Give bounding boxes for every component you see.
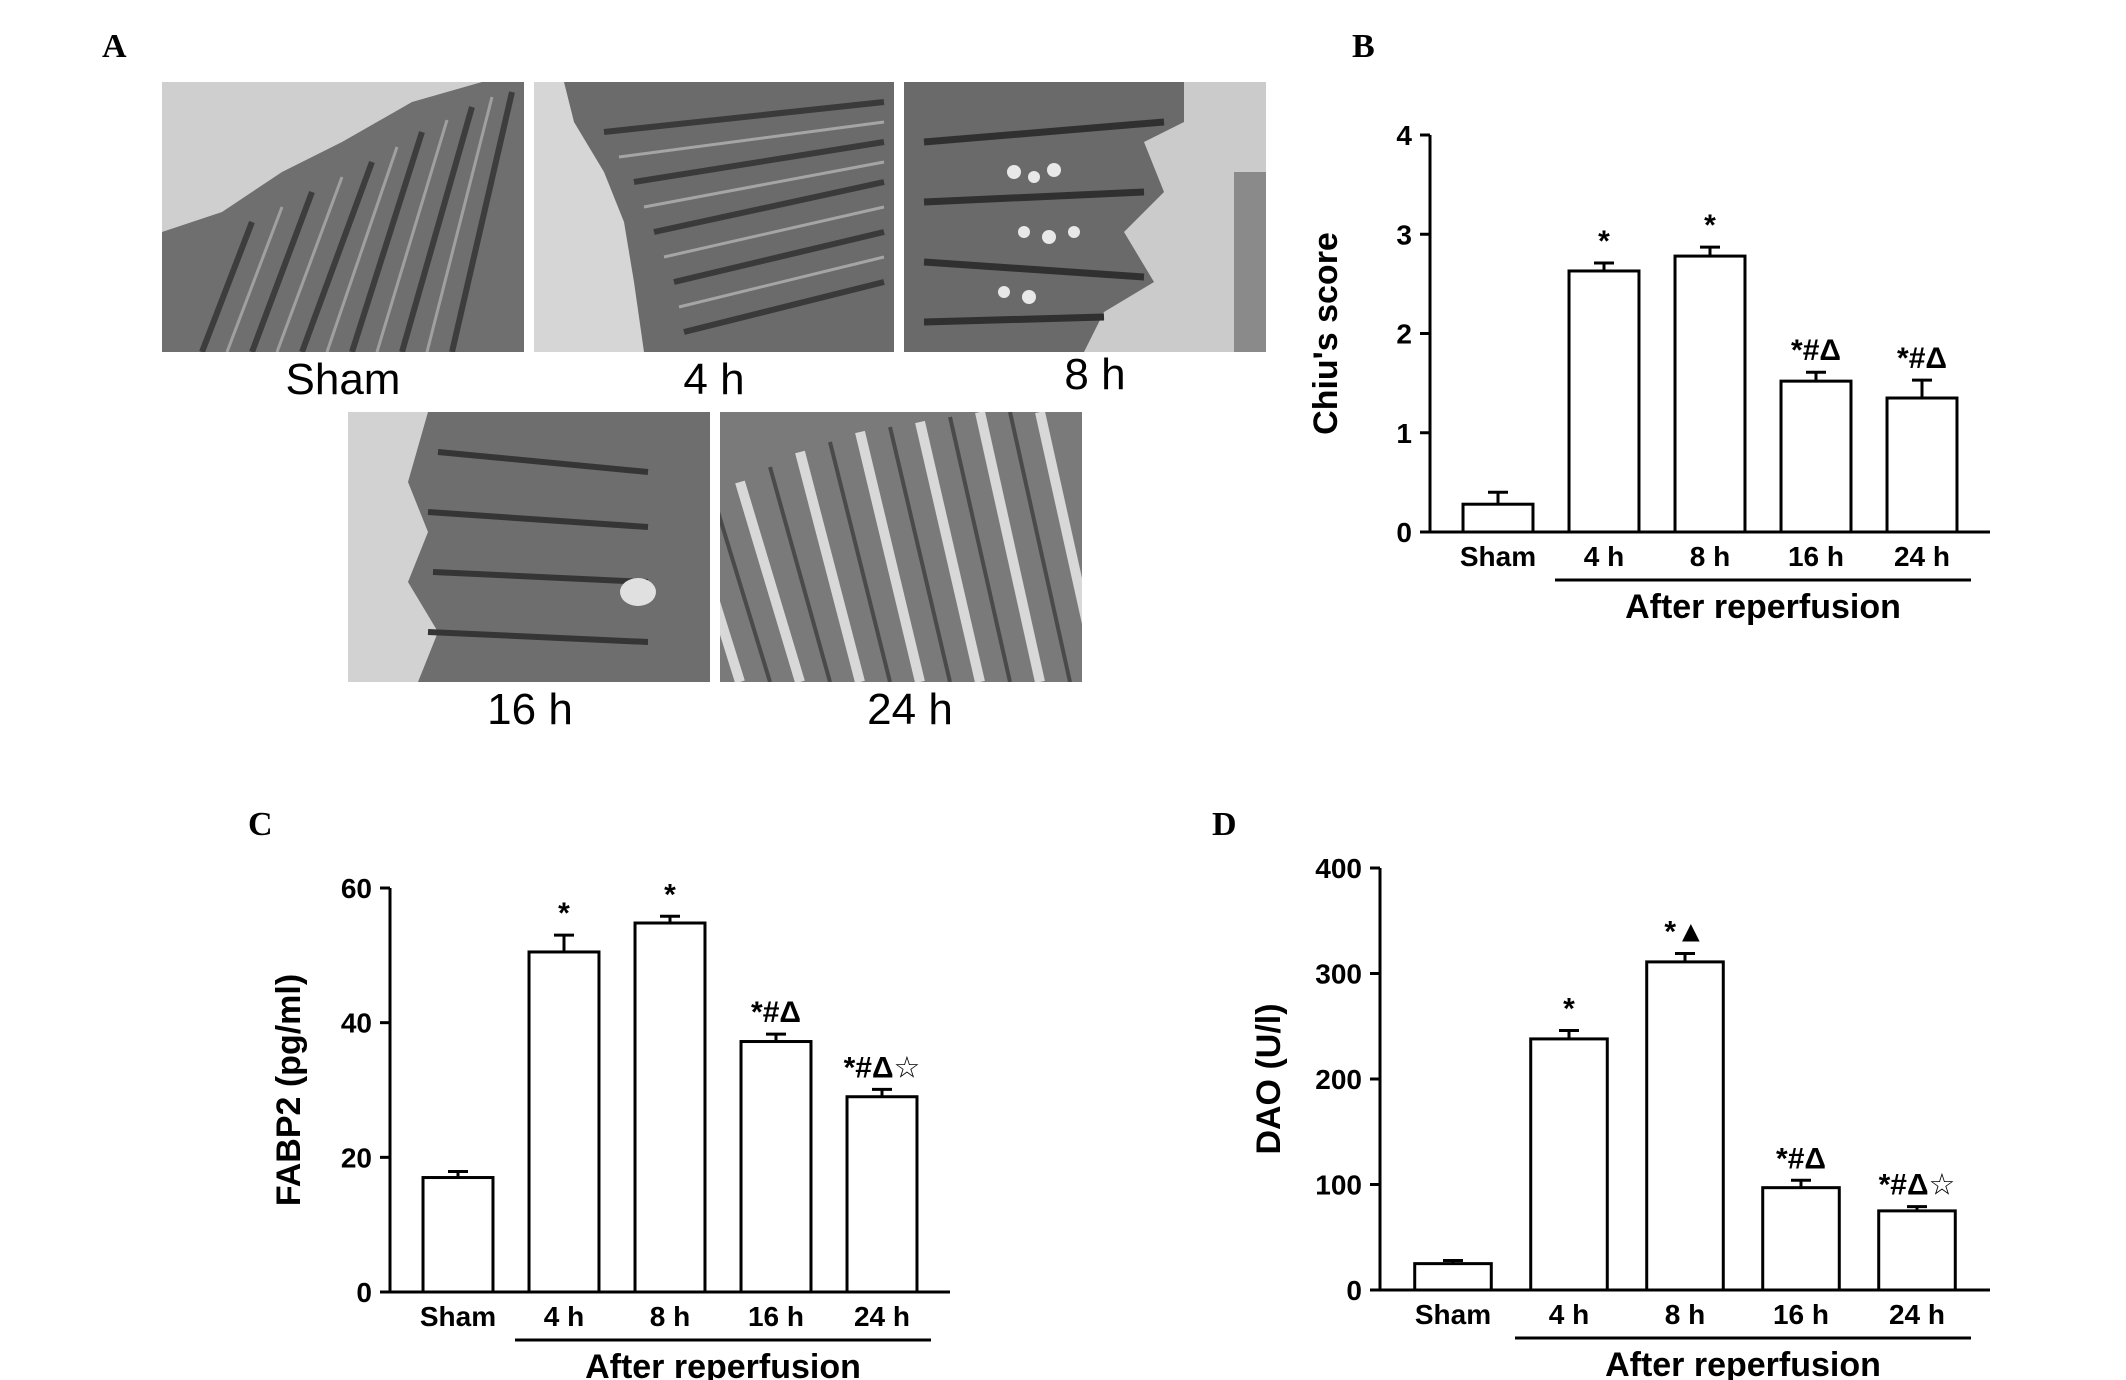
y-tick-label: 0 xyxy=(356,1277,372,1308)
y-tick-label: 400 xyxy=(1315,853,1362,884)
micrograph-label-24h: 24 h xyxy=(867,685,953,734)
y-axis-label: FABP2 (pg/ml) xyxy=(270,974,308,1206)
chart-d-dao: 0 100 200 300 400 DAO (U/l) Sham 4 h * 8 h *▲ 16 h *… xyxy=(1220,850,2000,1380)
y-tick-label: 300 xyxy=(1315,959,1362,990)
micrograph-24h xyxy=(720,412,1082,682)
panel-letter-a: A xyxy=(102,28,127,65)
micrograph-label-4h: 4 h xyxy=(683,355,745,404)
y-axis-label: DAO (U/l) xyxy=(1250,1003,1288,1154)
chart-c-fabp2: 0 20 40 60 FABP2 (pg/ml) Sham 4 h * 8 h * 16 h *#Δ 2… xyxy=(240,860,1000,1380)
bar xyxy=(1673,254,1747,534)
x-tick-label: 8 h xyxy=(650,1301,690,1332)
bar xyxy=(633,921,707,1294)
x-axis-label: After reperfusion xyxy=(585,1348,861,1380)
x-tick-label: 4 h xyxy=(1549,1299,1589,1330)
panel-letter-d: D xyxy=(1212,806,1237,843)
x-tick-label: 16 h xyxy=(1788,541,1844,572)
y-tick-label: 200 xyxy=(1315,1064,1362,1095)
bar xyxy=(527,950,601,1294)
panel-letter-c: C xyxy=(248,806,273,843)
significance-label: * xyxy=(664,878,676,911)
significance-label: *#Δ xyxy=(1897,342,1947,375)
x-tick-label: 16 h xyxy=(748,1301,804,1332)
bar xyxy=(1529,1037,1609,1292)
significance-label: *#Δ☆ xyxy=(844,1051,921,1084)
x-axis-label: After reperfusion xyxy=(1625,588,1901,626)
micrograph-label-sham: Sham xyxy=(285,355,401,404)
y-tick-label: 3 xyxy=(1396,219,1412,250)
bar xyxy=(1567,269,1641,534)
x-tick-label: 24 h xyxy=(854,1301,910,1332)
x-tick-label: Sham xyxy=(1460,541,1536,572)
y-tick-label: 60 xyxy=(341,873,372,904)
x-tick-label: 8 h xyxy=(1690,541,1730,572)
chart-b-svg: 0 1 2 3 4 Chiu's score Sham 4 h * 8 h * 16 h *#Δ 24 h… xyxy=(1307,120,1990,626)
significance-label: * xyxy=(558,897,570,930)
micrograph-16h xyxy=(348,412,710,682)
significance-label: *#Δ xyxy=(1776,1142,1826,1175)
micrograph-4h xyxy=(534,82,894,352)
x-tick-label: Sham xyxy=(420,1301,496,1332)
y-tick-label: 0 xyxy=(1396,517,1412,548)
bar xyxy=(1885,396,1959,534)
significance-label: * xyxy=(1704,209,1716,242)
bar xyxy=(1413,1262,1493,1292)
x-tick-label: Sham xyxy=(1415,1299,1491,1330)
chart-b-chius-score: 0 1 2 3 4 Chiu's score Sham 4 h * 8 h * 16 h *#Δ 24 h… xyxy=(1280,110,2040,630)
x-tick-label: 4 h xyxy=(544,1301,584,1332)
micrograph-8h xyxy=(904,82,1266,352)
bar xyxy=(739,1040,813,1294)
significance-label: *#Δ xyxy=(1791,334,1841,367)
bar xyxy=(1761,1186,1841,1292)
x-tick-label: 24 h xyxy=(1889,1299,1945,1330)
bar xyxy=(1645,960,1725,1292)
x-tick-label: 4 h xyxy=(1584,541,1624,572)
x-axis-label: After reperfusion xyxy=(1605,1346,1881,1380)
y-tick-label: 40 xyxy=(341,1008,372,1039)
y-tick-label: 0 xyxy=(1346,1275,1362,1306)
y-tick-label: 4 xyxy=(1396,120,1412,151)
x-tick-label: 8 h xyxy=(1665,1299,1705,1330)
micrograph-sham xyxy=(162,82,524,352)
micrograph-label-16h: 16 h xyxy=(487,685,573,734)
y-tick-label: 2 xyxy=(1396,319,1412,350)
bar xyxy=(845,1095,919,1294)
bar xyxy=(421,1176,495,1294)
significance-label: * xyxy=(1598,225,1610,258)
x-tick-label: 16 h xyxy=(1773,1299,1829,1330)
chart-d-svg: 0 100 200 300 400 DAO (U/l) Sham 4 h * 8 h *▲ 16 h *… xyxy=(1250,853,1990,1380)
panel-letter-b: B xyxy=(1352,28,1375,65)
chart-c-svg: 0 20 40 60 FABP2 (pg/ml) Sham 4 h * 8 h * 16 h *#Δ 2… xyxy=(270,873,950,1380)
y-tick-label: 20 xyxy=(341,1142,372,1173)
micrograph-label-8h: 8 h xyxy=(1064,350,1126,399)
bar xyxy=(1461,502,1535,534)
significance-label: * xyxy=(1563,992,1575,1025)
significance-label: *▲ xyxy=(1664,915,1705,948)
bar xyxy=(1877,1209,1957,1292)
y-tick-label: 1 xyxy=(1396,418,1412,449)
significance-label: *#Δ xyxy=(751,996,801,1029)
significance-label: *#Δ☆ xyxy=(1879,1169,1956,1202)
bar xyxy=(1779,379,1853,534)
x-tick-label: 24 h xyxy=(1894,541,1950,572)
y-tick-label: 100 xyxy=(1315,1170,1362,1201)
y-axis-label: Chiu's score xyxy=(1307,232,1345,435)
